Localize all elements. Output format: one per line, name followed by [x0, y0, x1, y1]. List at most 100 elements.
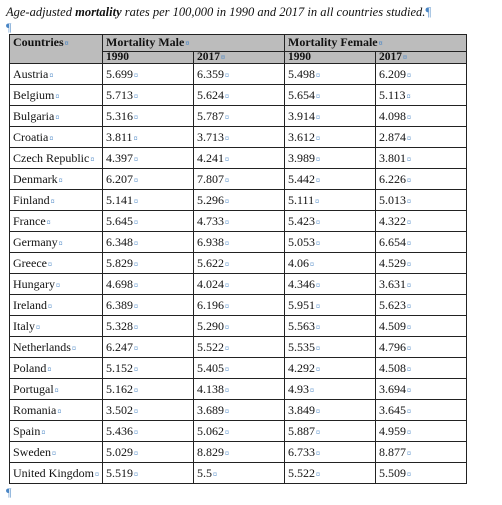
- header-male-2017[interactable]: 2017¤: [193, 51, 285, 64]
- cell-male-2017[interactable]: 6.938¤: [193, 231, 285, 253]
- cell-male-1990[interactable]: 3.811¤: [102, 126, 194, 148]
- cell-female-2017[interactable]: 5.113¤: [375, 84, 467, 106]
- cell-female-1990[interactable]: 5.654¤: [284, 84, 376, 106]
- cell-male-2017[interactable]: 4.138¤: [193, 378, 285, 400]
- cell-female-1990[interactable]: 3.914¤: [284, 105, 376, 127]
- cell-female-1990[interactable]: 5.535¤: [284, 336, 376, 358]
- cell-female-2017[interactable]: 3.631¤: [375, 273, 467, 295]
- cell-female-1990[interactable]: 5.951¤: [284, 294, 376, 316]
- cell-female-2017[interactable]: 6.226¤: [375, 168, 467, 190]
- cell-male-1990[interactable]: 5.328¤: [102, 315, 194, 337]
- cell-male-2017[interactable]: 5.5¤: [193, 462, 285, 484]
- cell-male-2017[interactable]: 3.689¤: [193, 399, 285, 421]
- cell-male-2017[interactable]: 5.622¤: [193, 252, 285, 274]
- cell-female-2017[interactable]: 3.645¤: [375, 399, 467, 421]
- cell-male-2017[interactable]: 6.359¤: [193, 63, 285, 85]
- cell-male-2017[interactable]: 5.290¤: [193, 315, 285, 337]
- cell-female-2017[interactable]: 4.509¤: [375, 315, 467, 337]
- cell-country[interactable]: Greece¤: [9, 252, 103, 274]
- cell-female-1990[interactable]: 5.498¤: [284, 63, 376, 85]
- cell-country[interactable]: Hungary¤: [9, 273, 103, 295]
- cell-male-1990[interactable]: 5.645¤: [102, 210, 194, 232]
- cell-male-1990[interactable]: 5.829¤: [102, 252, 194, 274]
- cell-female-1990[interactable]: 5.887¤: [284, 420, 376, 442]
- cell-female-1990[interactable]: 3.612¤: [284, 126, 376, 148]
- cell-country[interactable]: Ireland¤: [9, 294, 103, 316]
- cell-male-2017[interactable]: 3.713¤: [193, 126, 285, 148]
- cell-male-2017[interactable]: 5.522¤: [193, 336, 285, 358]
- cell-country[interactable]: France¤: [9, 210, 103, 232]
- cell-male-1990[interactable]: 4.698¤: [102, 273, 194, 295]
- header-countries[interactable]: Countries¤: [9, 34, 103, 64]
- cell-male-1990[interactable]: 6.207¤: [102, 168, 194, 190]
- cell-male-2017[interactable]: 5.062¤: [193, 420, 285, 442]
- cell-country[interactable]: Austria¤: [9, 63, 103, 85]
- cell-female-1990[interactable]: 5.423¤: [284, 210, 376, 232]
- cell-female-1990[interactable]: 3.849¤: [284, 399, 376, 421]
- cell-male-2017[interactable]: 4.733¤: [193, 210, 285, 232]
- cell-female-2017[interactable]: 5.623¤: [375, 294, 467, 316]
- cell-female-1990[interactable]: 4.93¤: [284, 378, 376, 400]
- cell-female-2017[interactable]: 4.959¤: [375, 420, 467, 442]
- cell-female-1990[interactable]: 5.522¤: [284, 462, 376, 484]
- cell-country[interactable]: Czech Republic¤: [9, 147, 103, 169]
- header-female-1990[interactable]: 1990: [284, 51, 376, 64]
- cell-female-2017[interactable]: 8.877¤: [375, 441, 467, 463]
- cell-female-2017[interactable]: 4.529¤: [375, 252, 467, 274]
- cell-female-2017[interactable]: 4.098¤: [375, 105, 467, 127]
- cell-country[interactable]: Finland¤: [9, 189, 103, 211]
- cell-country[interactable]: Denmark¤: [9, 168, 103, 190]
- cell-country[interactable]: Bulgaria¤: [9, 105, 103, 127]
- cell-male-1990[interactable]: 5.699¤: [102, 63, 194, 85]
- header-female-2017[interactable]: 2017¤: [375, 51, 467, 64]
- cell-male-2017[interactable]: 5.296¤: [193, 189, 285, 211]
- cell-male-1990[interactable]: 5.436¤: [102, 420, 194, 442]
- cell-country[interactable]: Poland¤: [9, 357, 103, 379]
- cell-country[interactable]: Italy¤: [9, 315, 103, 337]
- cell-male-1990[interactable]: 5.029¤: [102, 441, 194, 463]
- cell-male-1990[interactable]: 6.247¤: [102, 336, 194, 358]
- cell-female-2017[interactable]: 3.801¤: [375, 147, 467, 169]
- cell-male-1990[interactable]: 5.152¤: [102, 357, 194, 379]
- cell-female-2017[interactable]: 5.013¤: [375, 189, 467, 211]
- cell-male-1990[interactable]: 5.141¤: [102, 189, 194, 211]
- cell-male-1990[interactable]: 3.502¤: [102, 399, 194, 421]
- cell-female-1990[interactable]: 5.563¤: [284, 315, 376, 337]
- cell-country[interactable]: Netherlands¤: [9, 336, 103, 358]
- cell-female-2017[interactable]: 5.509¤: [375, 462, 467, 484]
- cell-female-2017[interactable]: 4.508¤: [375, 357, 467, 379]
- cell-male-2017[interactable]: 8.829¤: [193, 441, 285, 463]
- cell-female-2017[interactable]: 4.796¤: [375, 336, 467, 358]
- cell-country[interactable]: Spain¤: [9, 420, 103, 442]
- header-mortality-male[interactable]: Mortality Male¤: [102, 34, 285, 52]
- cell-female-1990[interactable]: 5.053¤: [284, 231, 376, 253]
- cell-male-2017[interactable]: 5.787¤: [193, 105, 285, 127]
- cell-country[interactable]: Croatia¤: [9, 126, 103, 148]
- cell-female-1990[interactable]: 4.292¤: [284, 357, 376, 379]
- cell-male-1990[interactable]: 6.348¤: [102, 231, 194, 253]
- cell-female-2017[interactable]: 3.694¤: [375, 378, 467, 400]
- cell-female-1990[interactable]: 4.06¤: [284, 252, 376, 274]
- cell-male-2017[interactable]: 4.241¤: [193, 147, 285, 169]
- header-mortality-female[interactable]: Mortality Female¤: [284, 34, 467, 52]
- cell-male-1990[interactable]: 5.519¤: [102, 462, 194, 484]
- cell-female-1990[interactable]: 5.111¤: [284, 189, 376, 211]
- cell-male-2017[interactable]: 4.024¤: [193, 273, 285, 295]
- cell-female-1990[interactable]: 6.733¤: [284, 441, 376, 463]
- cell-country[interactable]: Sweden¤: [9, 441, 103, 463]
- cell-male-1990[interactable]: 6.389¤: [102, 294, 194, 316]
- cell-country[interactable]: United Kingdom¤: [9, 462, 103, 484]
- cell-female-2017[interactable]: 6.209¤: [375, 63, 467, 85]
- cell-female-1990[interactable]: 3.989¤: [284, 147, 376, 169]
- cell-country[interactable]: Belgium¤: [9, 84, 103, 106]
- cell-male-1990[interactable]: 5.713¤: [102, 84, 194, 106]
- cell-male-2017[interactable]: 5.624¤: [193, 84, 285, 106]
- cell-country[interactable]: Portugal¤: [9, 378, 103, 400]
- cell-male-1990[interactable]: 5.162¤: [102, 378, 194, 400]
- cell-female-2017[interactable]: 2.874¤: [375, 126, 467, 148]
- header-male-1990[interactable]: 1990: [102, 51, 194, 64]
- cell-male-2017[interactable]: 6.196¤: [193, 294, 285, 316]
- cell-female-2017[interactable]: 4.322¤: [375, 210, 467, 232]
- cell-male-1990[interactable]: 5.316¤: [102, 105, 194, 127]
- cell-female-1990[interactable]: 4.346¤: [284, 273, 376, 295]
